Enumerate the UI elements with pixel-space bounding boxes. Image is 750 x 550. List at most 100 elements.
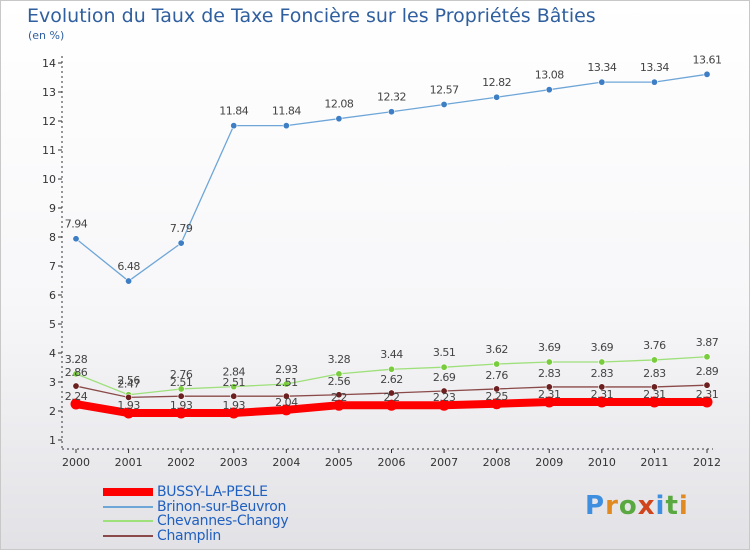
- data-label-champlin: 2.51: [275, 376, 298, 389]
- y-tick-label: 2: [49, 405, 56, 418]
- data-point-bussy: [70, 398, 82, 410]
- data-label-bussy: 2.2: [331, 391, 347, 404]
- x-tick-label: 2007: [430, 456, 458, 469]
- data-label-champlin: 2.83: [538, 367, 561, 380]
- data-point-chevannes: [493, 360, 501, 368]
- x-tick-label: 2011: [640, 456, 668, 469]
- data-point-bussy: [596, 396, 608, 408]
- x-tick-label: 2002: [167, 456, 195, 469]
- y-tick-label: 11: [42, 144, 56, 157]
- data-label-chevannes: 3.51: [433, 346, 456, 359]
- y-tick-label: 14: [42, 57, 56, 70]
- data-point-chevannes: [230, 383, 238, 391]
- y-tick-label: 3: [49, 376, 56, 389]
- data-point-brinon: [703, 70, 711, 78]
- data-label-chevannes: 3.69: [538, 341, 561, 354]
- legend-label-champlin: Champlin: [157, 527, 222, 544]
- data-label-brinon: 12.82: [482, 76, 511, 89]
- data-point-brinon: [650, 78, 658, 86]
- data-label-chevannes: 3.76: [643, 339, 666, 352]
- legend-item-chevannes[interactable]: Chevannes-Changy: [103, 514, 289, 529]
- data-label-brinon: 13.34: [587, 61, 616, 74]
- series-layer: [70, 70, 713, 419]
- chart-unit-label: (en %): [28, 29, 65, 42]
- data-label-chevannes: 3.44: [380, 348, 403, 361]
- y-tick-label: 8: [49, 231, 56, 244]
- data-point-brinon: [230, 122, 238, 130]
- data-point-champlin: [493, 385, 501, 393]
- chart-title: Evolution du Taux de Taxe Foncière sur l…: [27, 5, 596, 27]
- data-point-bussy: [543, 396, 555, 408]
- data-point-chevannes: [72, 370, 80, 378]
- data-point-champlin: [545, 383, 553, 391]
- data-label-champlin: 2.83: [591, 367, 614, 380]
- data-labels-layer: 2.24 1.93 1.93 1.93 2.04 2.2 2.2 2.23 2.25 2.31 2.…: [65, 53, 722, 412]
- data-label-brinon: 13.08: [535, 69, 564, 82]
- y-tick-label: 10: [42, 173, 56, 186]
- data-label-bussy: 1.93: [170, 399, 193, 412]
- data-point-brinon: [72, 235, 80, 243]
- legend-item-champlin[interactable]: Champlin: [103, 529, 288, 544]
- x-tick-label: 2005: [325, 456, 353, 469]
- data-point-brinon: [177, 239, 185, 247]
- x-tick-label: 2003: [220, 456, 248, 469]
- data-point-bussy: [386, 399, 397, 411]
- data-point-chevannes: [282, 380, 290, 388]
- data-point-brinon: [125, 277, 133, 285]
- data-point-champlin: [72, 382, 80, 390]
- data-point-champlin: [230, 392, 238, 400]
- data-label-brinon: 7.94: [65, 218, 88, 231]
- data-point-champlin: [440, 387, 448, 395]
- data-point-champlin: [387, 389, 395, 397]
- data-point-chevannes: [335, 370, 343, 378]
- data-label-champlin: 2.51: [223, 376, 246, 389]
- data-label-bussy: 2.2: [384, 391, 400, 404]
- y-tick-label: 12: [42, 115, 56, 128]
- legend-label-brinon: Brinon-sur-Beuvron: [157, 498, 287, 515]
- data-label-champlin: 2.47: [117, 377, 140, 390]
- proxiti-logo: Proxiti: [585, 491, 689, 521]
- data-point-champlin: [650, 383, 658, 391]
- data-label-brinon: 12.32: [377, 91, 406, 104]
- data-label-brinon: 11.84: [219, 105, 248, 118]
- data-label-chevannes: 2.84: [223, 366, 246, 379]
- y-tick-label: 6: [49, 289, 56, 302]
- data-label-brinon: 6.48: [117, 260, 140, 273]
- data-point-chevannes: [598, 358, 606, 366]
- legend-item-bussy[interactable]: BUSSY-LA-PESLE: [103, 485, 288, 500]
- legend: BUSSY-LA-PESLE Brinon-sur-Beuvron Chevan…: [103, 485, 289, 544]
- data-point-bussy: [228, 407, 240, 419]
- data-point-bussy: [701, 396, 713, 408]
- data-point-brinon: [440, 100, 448, 108]
- data-label-chevannes: 3.87: [696, 336, 719, 349]
- data-point-bussy: [175, 407, 187, 419]
- y-tick-label: 13: [42, 86, 56, 99]
- data-label-bussy: 2.25: [485, 390, 508, 403]
- data-point-bussy: [123, 407, 135, 419]
- data-label-brinon: 11.84: [272, 105, 301, 118]
- x-tick-label: 2001: [115, 456, 143, 469]
- data-label-chevannes: 3.28: [65, 353, 88, 366]
- data-label-bussy: 2.31: [538, 388, 561, 401]
- data-point-brinon: [493, 93, 501, 101]
- data-label-champlin: 2.83: [643, 367, 666, 380]
- data-label-chevannes: 2.56: [117, 374, 140, 387]
- data-label-brinon: 12.08: [324, 98, 353, 111]
- data-label-champlin: 2.86: [65, 366, 88, 379]
- data-point-bussy: [491, 398, 503, 410]
- data-label-chevannes: 3.28: [328, 353, 351, 366]
- data-label-chevannes: 2.76: [170, 368, 193, 381]
- y-tick-label: 5: [49, 318, 56, 331]
- data-label-champlin: 2.62: [380, 373, 403, 386]
- data-point-chevannes: [440, 363, 448, 371]
- data-point-brinon: [598, 78, 606, 86]
- data-label-chevannes: 3.69: [591, 341, 614, 354]
- data-point-champlin: [703, 381, 711, 389]
- legend-item-brinon[interactable]: Brinon-sur-Beuvron: [103, 500, 288, 515]
- data-point-champlin: [282, 392, 290, 400]
- data-label-bussy: 1.93: [117, 399, 140, 412]
- data-point-chevannes: [177, 385, 185, 393]
